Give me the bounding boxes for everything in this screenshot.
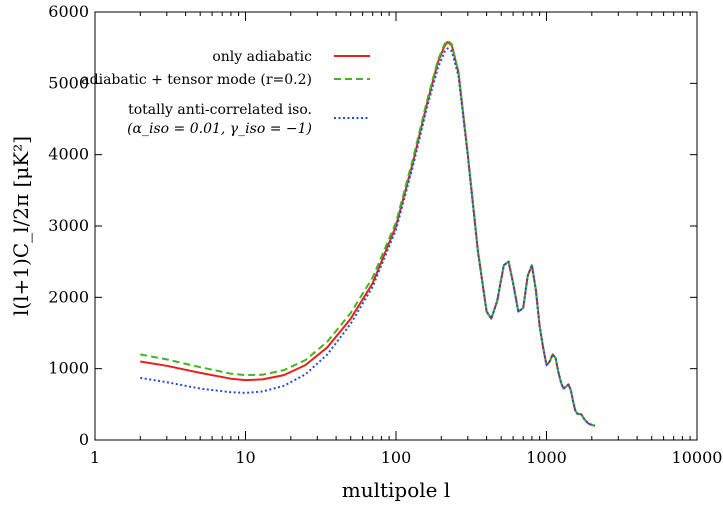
x-tick-label: 1000 bbox=[526, 448, 567, 467]
y-tick-label: 6000 bbox=[48, 2, 89, 21]
y-tick-label: 0 bbox=[79, 430, 89, 449]
legend-label-tensor: adiabatic + tensor mode (r=0.2) bbox=[81, 72, 312, 88]
x-tick-label: 100 bbox=[381, 448, 412, 467]
legend-label-only-adiabatic: only adiabatic bbox=[212, 49, 312, 65]
legend-label-anticorrelated: totally anti-correlated iso. bbox=[128, 102, 312, 118]
y-tick-label: 1000 bbox=[48, 359, 89, 378]
y-tick-label: 3000 bbox=[48, 216, 89, 235]
series-layer bbox=[140, 39, 596, 427]
y-axis: 0 1000 2000 3000 4000 5000 6000 bbox=[48, 2, 697, 449]
x-tick-label: 10 bbox=[235, 448, 255, 467]
y-tick-label: 5000 bbox=[48, 73, 89, 92]
y-tick-label: 4000 bbox=[48, 145, 89, 164]
x-axis-title: multipole l bbox=[342, 478, 451, 502]
series-line-1 bbox=[140, 39, 596, 427]
x-axis: 1 10 100 1000 10000 bbox=[90, 12, 723, 467]
x-tick-label: 1 bbox=[90, 448, 100, 467]
x-tick-label: 10000 bbox=[672, 448, 723, 467]
y-tick-label: 2000 bbox=[48, 287, 89, 306]
y-axis-title: l(l+1)C_l/2π [μK²] bbox=[9, 136, 33, 316]
legend-label-anticorrelated-params: (α_iso = 0.01, γ_iso = −1) bbox=[127, 121, 312, 137]
series-line-2 bbox=[140, 47, 596, 427]
legend: only adiabatic adiabatic + tensor mode (… bbox=[81, 49, 370, 137]
